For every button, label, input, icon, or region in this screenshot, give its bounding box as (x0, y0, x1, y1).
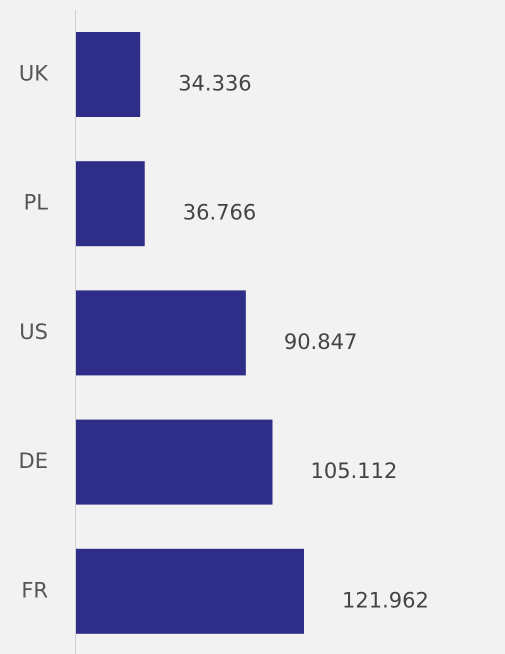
y-tick-label: UK (19, 62, 49, 86)
bar (76, 419, 273, 505)
bar (76, 161, 145, 247)
y-tick-label: US (19, 320, 48, 344)
y-tick-label: PL (24, 191, 49, 215)
bar (76, 548, 304, 634)
bar (76, 32, 141, 117)
value-label: 34.336 (178, 72, 251, 96)
value-label: 36.766 (183, 201, 256, 225)
y-tick-label: DE (19, 449, 48, 473)
value-label: 105.112 (311, 459, 398, 483)
bar (76, 290, 246, 376)
value-label: 121.962 (342, 588, 429, 612)
value-label: 90.847 (284, 330, 357, 354)
y-tick-label: FR (21, 578, 48, 602)
